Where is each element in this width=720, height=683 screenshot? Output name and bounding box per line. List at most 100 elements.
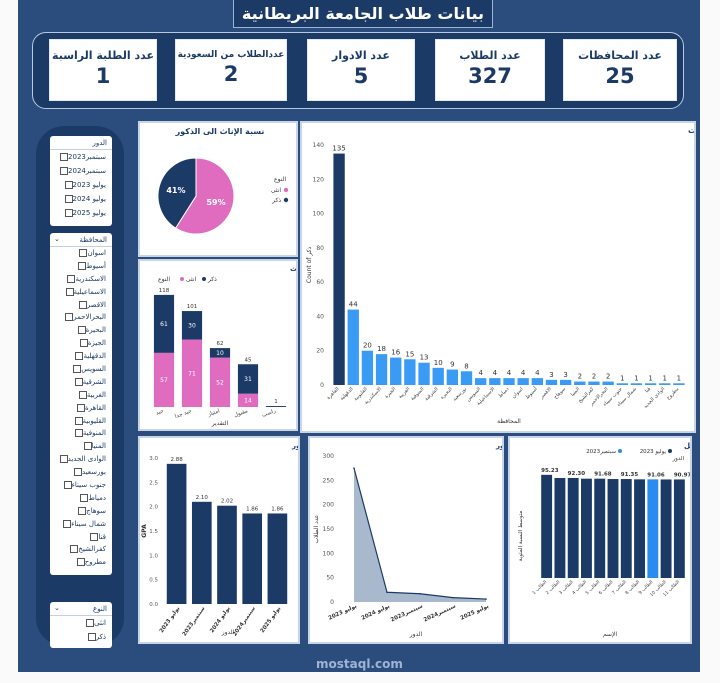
slicer-option[interactable]: الوادى الجديد [50,453,112,466]
x-tick-label: يوليو 2025 [260,606,282,634]
checkbox-icon[interactable] [59,455,68,464]
slicer-option[interactable]: القاهرة [50,402,112,415]
checkbox-icon[interactable] [70,545,79,554]
slicer-option[interactable]: الشرقية [50,376,112,389]
checkbox-icon[interactable] [87,633,96,641]
data-label: 44 [349,301,358,309]
round-count-panel: عدد الطلاب في كل دور 0 50 100 150 200 250 300 عد… [308,436,577,644]
legend-label: انثى [271,187,281,194]
slicer-option[interactable]: البحرالاحمر [50,311,112,324]
checkbox-icon[interactable] [77,403,86,412]
slicer-option-label: البحرالاحمر [73,313,106,322]
checkbox-icon[interactable] [75,352,84,361]
checkbox-icon[interactable] [90,532,99,541]
slicer-option[interactable]: قنا [50,531,112,544]
data-label: 4 [507,369,512,377]
slicer-option[interactable]: البحيرة [50,324,112,337]
checkbox-icon[interactable] [77,326,86,335]
chevron-down-icon[interactable]: ⌄ [54,604,60,612]
checkbox-icon[interactable] [64,209,73,217]
checkbox-icon[interactable] [78,506,87,515]
checkbox-icon[interactable] [64,195,73,203]
slicer-header: الدور [50,136,112,150]
checkbox-icon[interactable] [60,167,69,175]
slicer-option[interactable]: سوهاج [50,505,112,518]
checkbox-icon[interactable] [63,519,72,528]
x-tick-label: قنا [644,386,653,395]
slicer-option[interactable]: الجيزة [50,337,112,350]
watermark: mostaql.com [316,657,403,671]
checkbox-icon[interactable] [86,619,95,627]
slicer-option[interactable]: سبتمبر2024 [50,164,112,178]
checkbox-icon[interactable] [74,429,83,438]
checkbox-icon[interactable] [76,558,85,567]
slicer-option-label: كفرالشيخ [78,545,106,554]
kpi-label: عدد الادوار [332,49,390,62]
pie-slice-label: 41% [166,186,185,195]
slicer-option[interactable]: الاسكندرية [50,273,112,286]
checkbox-icon[interactable] [83,442,92,451]
slicer-option[interactable]: الغربية [50,389,112,402]
slicer-option[interactable]: مطروح [50,556,112,569]
slicer-option-label: الاسكندرية [75,274,106,283]
bar [594,478,606,578]
bar [217,505,237,604]
data-label: 61 [160,321,168,328]
slicer-option[interactable]: سبتمبر2023 [50,150,112,164]
slicer-option-label: الوادى الجديد [67,455,106,464]
slicer-option[interactable]: دمياط [50,492,112,505]
x-tick-label: يوليو 2025 [460,603,490,621]
slicer-option[interactable]: أسيوط [50,260,112,273]
bar [460,371,473,385]
bar [531,378,543,385]
slicer-option[interactable]: الاقصر [50,299,112,312]
x-axis-label: التقدير [211,420,229,427]
checkbox-icon[interactable] [78,300,87,309]
checkbox-icon[interactable] [79,339,88,348]
bar [361,350,374,385]
slicer-option[interactable]: جنوب سيناء [50,479,112,492]
checkbox-icon[interactable] [77,261,86,270]
checkbox-icon[interactable] [74,377,83,386]
data-label: 14 [244,397,252,404]
x-tick-label: يوليو 2023 [328,603,358,621]
slicer-option[interactable]: يوليو 2024 [50,192,112,206]
slicer-option[interactable]: انثى [50,616,112,630]
checkbox-icon[interactable] [74,468,83,477]
checkbox-icon[interactable] [60,153,69,161]
y-tick-label: 50 [326,575,334,582]
slicer-option[interactable]: اسوان [50,247,112,260]
slicer-option[interactable]: الدقهلية [50,350,112,363]
chevron-down-icon[interactable]: ⌄ [54,235,60,243]
pie-panel: نسبة الإناث الى الذكور 59% 41% النوع انثى ذكر [138,121,298,257]
slicer-option-label: انثى [94,619,106,627]
slicer-option[interactable]: بورسعيد [50,466,112,479]
checkbox-icon[interactable] [63,481,72,490]
bar [554,478,566,578]
bar [404,359,416,385]
slicer-option[interactable]: السويس [50,363,112,376]
y-tick-label: 150 [323,526,335,533]
checkbox-icon[interactable] [65,287,74,296]
slicer-option[interactable]: المنوفية [50,427,112,440]
checkbox-icon[interactable] [64,181,73,189]
checkbox-icon[interactable] [78,390,87,399]
checkbox-icon[interactable] [65,313,74,322]
slicer-option[interactable]: كفرالشيخ [50,543,112,556]
slicer-option[interactable]: القليوبية [50,415,112,428]
slicer-option[interactable]: يوليو 2025 [50,206,112,220]
slicer-option[interactable]: يوليو 2023 [50,178,112,192]
checkbox-icon[interactable] [73,365,82,374]
checkbox-icon[interactable] [80,493,89,502]
gpa-panel: متوسط التقديرات في كل دور 0.0 0.5 1.0 1.5 2.0… [138,436,395,644]
slicer-option[interactable]: شمال سيناء [50,518,112,531]
y-tick-label: 0 [330,599,334,606]
checkbox-icon[interactable] [79,249,88,257]
slicer-option[interactable]: ذكر [50,630,112,644]
checkbox-icon[interactable] [74,416,83,425]
checkbox-icon[interactable] [67,274,76,283]
slicer-option[interactable]: الاسماعيلية [50,286,112,299]
slicer-option[interactable]: المنيا [50,440,112,453]
data-label: 135 [332,145,345,153]
bar [559,379,572,385]
